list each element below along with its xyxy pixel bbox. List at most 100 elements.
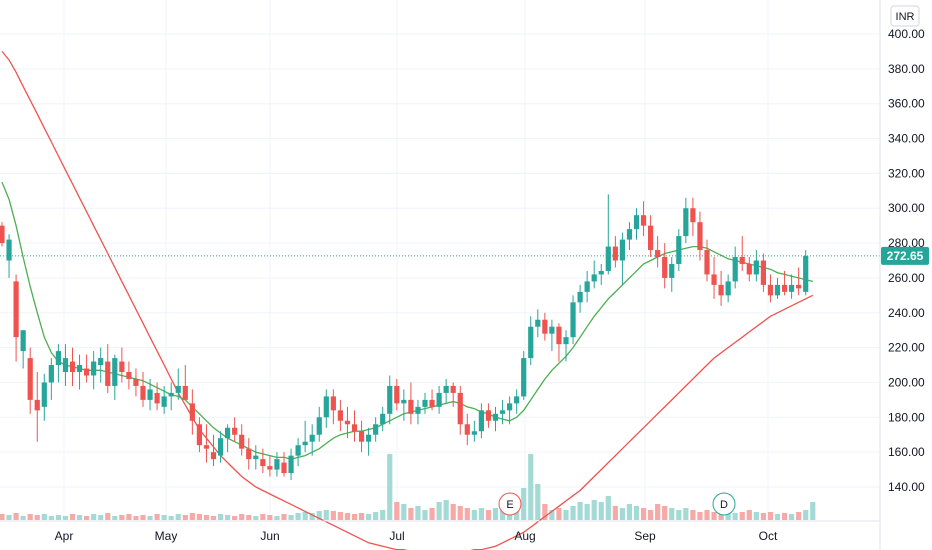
volume-bar: [422, 510, 428, 520]
volume-bar: [330, 511, 336, 520]
candle-body: [471, 431, 477, 435]
volume-bar: [281, 514, 287, 520]
volume-bar: [711, 512, 717, 520]
volume-bar: [196, 514, 202, 520]
volume-bar: [556, 508, 562, 520]
candle-body: [521, 358, 527, 397]
candle-body: [774, 284, 781, 296]
candle-body: [781, 284, 788, 292]
candle-body: [422, 399, 428, 407]
candle-body: [13, 281, 19, 338]
volume-bar: [690, 510, 696, 520]
candle-body: [316, 417, 322, 435]
volume-bar: [217, 514, 224, 520]
volume-bar: [605, 496, 611, 520]
candle-body: [718, 284, 724, 296]
candle-body: [492, 413, 499, 421]
candle-body: [760, 260, 766, 285]
candle-body: [84, 368, 90, 376]
volume-bar: [295, 513, 301, 520]
volume-bar: [34, 515, 40, 520]
candle-body: [351, 424, 358, 432]
volume-bar: [612, 506, 618, 520]
volume-bar: [492, 508, 499, 520]
volume-bar: [260, 514, 266, 520]
volume-bar: [436, 502, 442, 520]
candle-body: [725, 281, 731, 296]
ma-slow-line: [1, 50, 814, 550]
event-marker-d[interactable]: D: [712, 492, 736, 516]
volume-bar: [471, 510, 477, 520]
volume-bar: [27, 514, 33, 520]
candle-body: [535, 319, 541, 327]
y-tick-label: 300.00: [888, 201, 925, 215]
volume-bar: [41, 514, 47, 520]
candle-body: [796, 284, 802, 289]
volume-bar: [443, 500, 449, 520]
volume-bar: [457, 506, 463, 520]
event-marker-e[interactable]: E: [498, 492, 522, 516]
volume-bar: [210, 516, 217, 520]
volume-bars: [0, 454, 816, 520]
volume-bar: [521, 488, 527, 520]
candle-body: [711, 274, 717, 285]
volume-bar: [20, 516, 26, 520]
candle-body: [514, 396, 520, 404]
candle-body: [189, 403, 195, 421]
candle-body: [732, 257, 738, 282]
last-price-tag: 272.65: [881, 246, 929, 265]
volume-bar: [344, 513, 351, 520]
candle-body: [55, 351, 61, 366]
price-axis[interactable]: 400.00 380.00 360.00 340.00 320.00 300.00 280.…: [888, 27, 925, 494]
candle-body: [619, 239, 625, 261]
volume-bar: [633, 506, 640, 520]
candle-body: [542, 319, 548, 334]
candle-body: [337, 410, 343, 421]
volume-bar: [542, 504, 548, 520]
volume-bar: [133, 516, 139, 520]
candle-body: [549, 326, 555, 334]
volume-bar: [485, 510, 492, 520]
candle-body: [655, 250, 661, 258]
volume-bar: [337, 512, 343, 520]
candle-body: [267, 466, 273, 470]
volume-bar: [704, 510, 710, 520]
volume-bar: [288, 515, 294, 520]
volume-bar: [203, 515, 210, 520]
event-circle: [498, 492, 522, 516]
event-label: E: [506, 499, 513, 511]
y-tick-label: 340.00: [888, 132, 925, 146]
volume-bar: [140, 515, 146, 520]
volume-bar: [774, 514, 781, 520]
volume-bar: [528, 454, 534, 520]
y-tick-label: 380.00: [888, 62, 925, 76]
candle-body: [302, 441, 308, 446]
volume-bar: [732, 513, 738, 520]
candle-body: [450, 385, 456, 393]
volume-bar: [746, 510, 752, 520]
volume-bar: [105, 513, 111, 520]
volume-bar: [725, 512, 731, 520]
currency-button[interactable]: INR: [890, 5, 920, 27]
candle-body: [274, 459, 280, 470]
candle-body: [105, 361, 111, 386]
time-axis[interactable]: Apr May Jun Jul Aug Sep Oct: [55, 529, 778, 543]
volume-bar: [570, 506, 576, 520]
candle-body: [344, 420, 351, 425]
candle-body: [563, 337, 569, 345]
volume-bar: [168, 516, 174, 520]
y-tick-label: 400.00: [888, 27, 925, 41]
candle-body: [232, 427, 238, 435]
volume-bar: [225, 515, 231, 520]
candle-body: [746, 263, 752, 275]
candle-body: [358, 431, 365, 442]
candle-body: [6, 239, 12, 261]
grid-lines: [0, 0, 880, 521]
candle-body: [217, 438, 224, 456]
volume-bar: [91, 514, 97, 520]
candle-body: [246, 448, 252, 460]
volume-bar: [739, 512, 745, 520]
candle-body: [605, 246, 611, 271]
